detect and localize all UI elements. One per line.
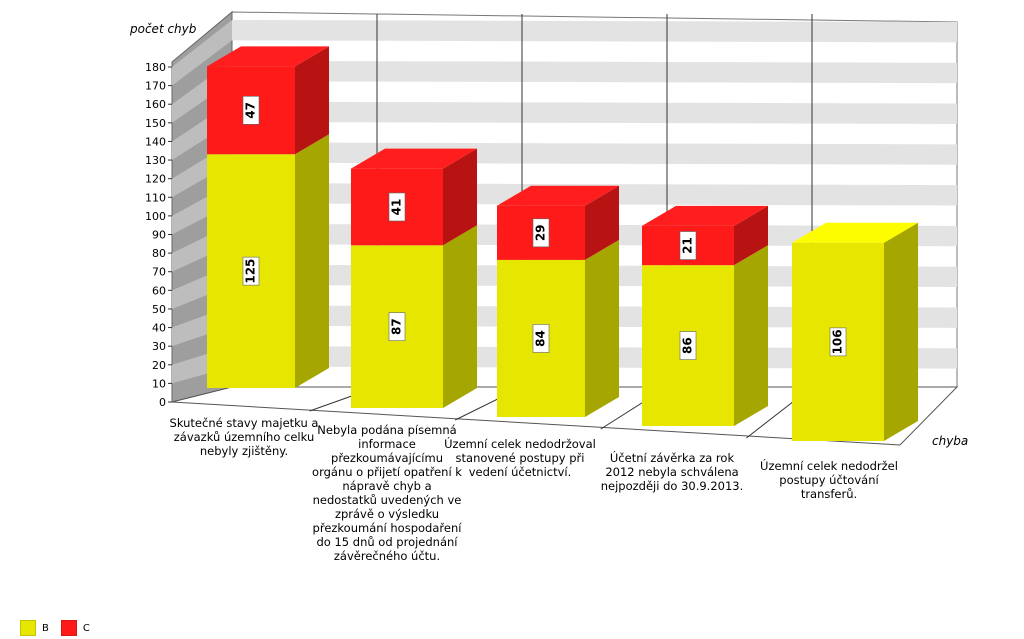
category-label-line: Územní celek nedodržel (760, 458, 898, 473)
category-label-line: zprávě o výsledku (335, 507, 439, 521)
bar-b-side (734, 245, 768, 426)
y-tick-label: 120 (145, 173, 166, 186)
y-tick-label: 60 (152, 284, 166, 297)
data-label-box (679, 231, 697, 260)
category-label-line: Nebyla podána písemná (317, 423, 456, 437)
category-label-line: transferů. (801, 487, 857, 501)
data-label-box (679, 331, 697, 360)
category-label-line: závěrečného účtu. (334, 549, 440, 563)
y-tick-label: 50 (152, 303, 166, 316)
data-label-b: 106 (831, 329, 845, 354)
y-axis-title: počet chyb (129, 22, 197, 36)
data-label-box (242, 256, 260, 286)
data-label-b: 86 (681, 337, 695, 354)
back-wall-band (232, 101, 957, 124)
category-label-line: nebyly zjištěny. (200, 444, 288, 458)
data-label-box (388, 192, 406, 222)
y-tick-label: 40 (152, 322, 166, 335)
category-label-line: orgánu o přijetí opatření k (312, 465, 462, 479)
bar-top-face (351, 148, 477, 169)
category-label-line: nedostatků uvedených ve (313, 493, 462, 507)
legend-item-c: C (60, 620, 90, 636)
data-label-box (242, 96, 260, 125)
bar-b-side (295, 134, 329, 388)
category-label-line: do 15 dnů od projednání (316, 535, 458, 549)
data-label-c: 41 (390, 199, 404, 216)
bar-b-side (884, 222, 918, 441)
data-label-box (829, 327, 847, 357)
y-tick-label: 10 (152, 377, 166, 390)
category-label-line: přezkoumávajícímu (331, 451, 443, 465)
category-label-line: postupy účtování (779, 473, 879, 487)
bar-c-side (295, 46, 329, 155)
y-tick-label: 130 (145, 154, 166, 167)
y-tick-label: 110 (145, 191, 166, 204)
bar-top-face (792, 222, 918, 243)
category-label-line: závazků územního celku (174, 430, 314, 444)
data-label-b: 84 (534, 330, 548, 347)
category-label-line: 2012 nebyla schválena (605, 465, 738, 479)
y-tick-label: 150 (145, 117, 166, 130)
legend-swatch-b (20, 620, 36, 636)
y-tick-label: 180 (145, 61, 166, 74)
category-label-line: informace (358, 437, 416, 451)
y-tick-label: 90 (152, 229, 166, 242)
back-wall-band (232, 60, 957, 84)
data-label-c: 47 (244, 102, 258, 119)
category-label-line: nejpozději do 30.9.2013. (601, 479, 744, 493)
category-label-line: Skutečné stavy majetku a (170, 416, 319, 430)
category-label-line: nápravě chyb a (342, 479, 431, 493)
data-label-box (388, 312, 406, 341)
y-tick-label: 100 (145, 210, 166, 223)
x-axis-title: chyba (932, 434, 968, 448)
category-label-line: Účetní závěrka za rok (610, 450, 735, 465)
y-tick-label: 160 (145, 98, 166, 111)
y-tick-label: 140 (145, 135, 166, 148)
category-label-line: přezkoumání hospodaření (313, 521, 463, 535)
category-label-line: stanovené postupy při (456, 451, 585, 465)
bar-c-side (734, 205, 768, 266)
side-wall-band (172, 20, 232, 86)
legend-item-b: B (20, 620, 49, 636)
data-label-box (532, 218, 550, 248)
legend-swatch-c (60, 620, 77, 636)
bar-b-side (585, 239, 619, 417)
bar-top-face (642, 205, 768, 226)
bar-top-face (207, 46, 329, 67)
back-wall-band (232, 142, 957, 165)
y-tick-label: 30 (152, 340, 166, 353)
legend-label-c: C (82, 622, 90, 634)
y-tick-label: 70 (152, 266, 166, 279)
back-wall-band (232, 20, 957, 43)
y-tick-label: 0 (159, 396, 166, 409)
bar-c-side (443, 148, 477, 246)
data-label-b: 87 (390, 318, 404, 335)
data-label-box (532, 324, 550, 353)
data-label-b: 125 (244, 259, 258, 284)
category-label-line: vedení účetnictví. (469, 465, 572, 479)
bar-c-side (585, 185, 619, 260)
y-tick-label: 80 (152, 247, 166, 260)
bar-b-side (443, 225, 477, 408)
data-label-c: 29 (534, 224, 548, 241)
category-label-line: Územní celek nedodržoval (444, 436, 596, 451)
y-tick-label: 170 (145, 80, 166, 93)
data-label-c: 21 (681, 237, 695, 254)
legend-label-b: B (42, 622, 49, 634)
bar-top-face (497, 185, 619, 206)
y-tick-label: 20 (152, 359, 166, 372)
legend: B C (20, 620, 102, 636)
